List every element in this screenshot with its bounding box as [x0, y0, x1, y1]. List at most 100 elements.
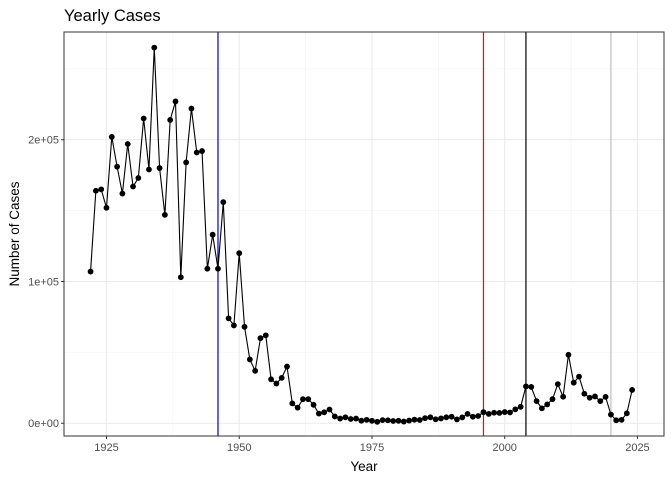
data-point [241, 323, 248, 330]
data-point [215, 265, 221, 272]
plot-series [87, 44, 636, 425]
data-point [544, 401, 551, 408]
data-point [108, 134, 115, 140]
reference-lines [217, 32, 612, 436]
data-point [443, 414, 450, 421]
data-point [337, 415, 344, 422]
data-point [384, 417, 391, 424]
data-point [438, 415, 444, 422]
data-point [554, 381, 561, 388]
data-point [538, 405, 545, 412]
data-point [570, 379, 577, 386]
data-point [326, 406, 333, 413]
data-point [342, 414, 349, 421]
data-point [294, 404, 301, 411]
data-point [119, 190, 126, 197]
y-tick-label: 1e+05 [28, 276, 59, 288]
data-point [172, 98, 179, 105]
data-point [369, 417, 375, 424]
x-tick-label: 2025 [625, 442, 649, 454]
data-point [400, 418, 407, 425]
data-point [262, 332, 269, 339]
data-point [305, 396, 312, 403]
data-point [103, 204, 110, 211]
data-point [523, 383, 529, 390]
chart-title: Yearly Cases [64, 7, 161, 25]
data-point [220, 199, 227, 206]
data-point [390, 418, 397, 424]
data-point [310, 401, 317, 408]
data-point [613, 417, 620, 424]
data-point [597, 398, 604, 405]
data-point [416, 417, 423, 423]
data-point [576, 373, 582, 380]
data-point [124, 141, 131, 147]
data-point [379, 417, 386, 424]
data-point [623, 410, 630, 417]
data-point [586, 394, 593, 401]
data-point [475, 413, 482, 419]
data-point [183, 159, 190, 166]
x-tick-label: 1975 [360, 442, 384, 454]
data-point [204, 265, 211, 272]
data-point [273, 380, 280, 387]
data-point [411, 416, 418, 423]
x-tick-label: 1950 [227, 442, 251, 454]
data-point [268, 376, 274, 383]
data-point [278, 374, 285, 381]
data-point [565, 351, 572, 358]
data-point [188, 105, 195, 112]
data-point [517, 403, 524, 410]
data-point [592, 393, 598, 400]
y-tick-label: 0e+00 [28, 418, 59, 430]
data-point [225, 315, 232, 322]
data-point [114, 163, 120, 170]
data-point [528, 384, 535, 390]
data-point [257, 335, 264, 342]
data-point [315, 410, 322, 417]
data-point [432, 416, 439, 423]
data-point [347, 416, 354, 422]
data-point [464, 410, 471, 417]
data-point [177, 274, 184, 281]
data-point [246, 356, 253, 363]
data-point [501, 409, 508, 415]
data-point [252, 367, 259, 374]
x-tick-label: 2000 [492, 442, 516, 454]
data-point [167, 116, 174, 123]
data-point [469, 413, 476, 420]
data-point [236, 250, 243, 257]
data-point [560, 393, 567, 400]
data-point [496, 409, 503, 416]
data-point [209, 231, 216, 238]
data-point [161, 211, 168, 218]
x-axis-title: Year [350, 459, 378, 474]
data-point [140, 115, 147, 122]
data-point [199, 148, 205, 154]
data-point [448, 413, 455, 420]
x-axis-ticks: 1925 1950 1975 2000 2025 [94, 436, 650, 454]
minor-gridlines [64, 32, 664, 436]
data-point [618, 416, 625, 423]
data-point [358, 417, 365, 424]
data-point [289, 400, 296, 407]
data-point [395, 417, 402, 424]
data-point [427, 414, 434, 421]
x-tick-label: 1925 [94, 442, 118, 454]
data-point [87, 268, 94, 275]
data-point [608, 411, 614, 418]
plot-panel-border [63, 31, 665, 437]
data-point [300, 396, 306, 403]
data-point [459, 414, 466, 421]
y-axis-title: Number of Cases [7, 181, 22, 286]
data-point [507, 409, 513, 416]
data-point [353, 415, 359, 422]
data-point [581, 390, 588, 397]
data-point [146, 166, 152, 173]
data-point [374, 418, 381, 425]
data-point [135, 175, 142, 181]
data-point [533, 398, 540, 405]
y-axis-ticks: 0e+00 1e+05 2e+05 [28, 135, 64, 430]
data-point [130, 183, 136, 190]
